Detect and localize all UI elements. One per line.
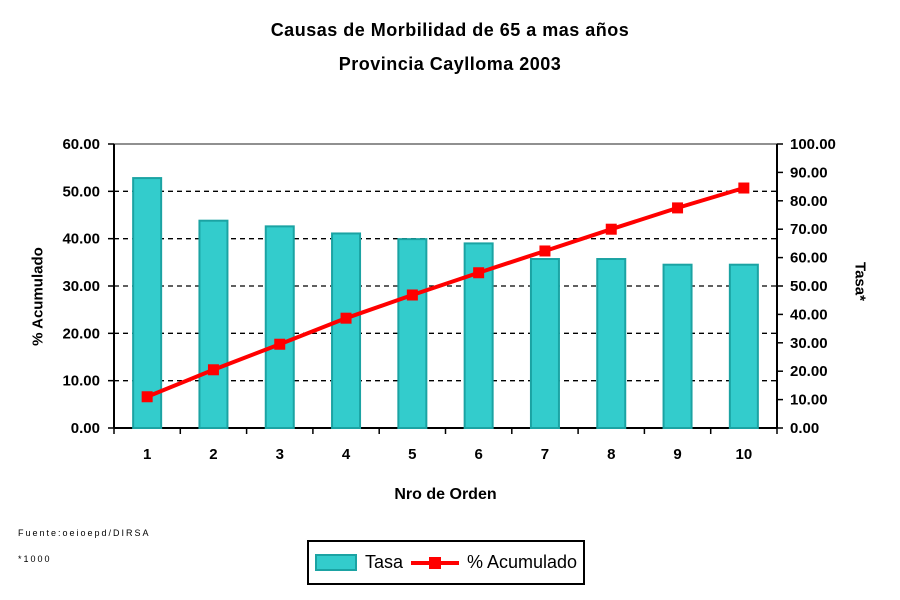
- x-category-label: 3: [276, 446, 284, 463]
- acumulado-square-marker: [539, 245, 551, 257]
- acumulado-square-marker: [141, 391, 153, 403]
- rate-footnote: *1000: [18, 554, 52, 564]
- acumulado-square-marker: [274, 338, 286, 350]
- right-axis-tick-label: 90.00: [790, 164, 828, 181]
- x-category-label: 6: [474, 446, 482, 463]
- left-axis-tick-label: 0.00: [71, 420, 100, 437]
- right-axis-tick-label: 30.00: [790, 335, 828, 352]
- x-category-label: 4: [342, 446, 351, 463]
- x-category-label: 8: [607, 446, 615, 463]
- left-axis-tick-label: 60.00: [62, 136, 100, 153]
- right-axis-tick-label: 60.00: [790, 250, 828, 267]
- right-axis-tick-label: 0.00: [790, 420, 819, 437]
- right-axis-tick-label: 80.00: [790, 193, 828, 210]
- legend-tasa-swatch: [314, 554, 357, 571]
- tasa-bar: [529, 258, 560, 429]
- x-category-label: 2: [209, 446, 217, 463]
- right-axis-tick-label: 50.00: [790, 278, 828, 295]
- legend-square-marker-icon: [428, 557, 441, 569]
- chart-title-line2: Provincia Caylloma 2003: [338, 54, 562, 74]
- tasa-bar: [728, 263, 759, 430]
- right-axis-tick-label: 20.00: [790, 363, 828, 380]
- acumulado-square-marker: [473, 267, 485, 279]
- tasa-bar: [331, 232, 362, 429]
- right-axis-tick-label: 100.00: [790, 136, 836, 153]
- left-axis-tick-label: 40.00: [62, 231, 100, 248]
- left-axis-tick-label: 10.00: [62, 373, 100, 390]
- x-category-label: 1: [143, 446, 151, 463]
- tasa-bar: [596, 258, 627, 429]
- acumulado-square-marker: [340, 312, 352, 324]
- left-axis-tick-label: 20.00: [62, 325, 100, 342]
- acumulado-square-marker: [738, 182, 750, 194]
- x-category-label: 7: [541, 446, 549, 463]
- acumulado-square-marker: [672, 202, 684, 214]
- x-axis-title: Nro de Orden: [394, 486, 497, 503]
- tasa-bar: [662, 263, 693, 430]
- legend-acumulado-label: % Acumulado: [466, 552, 578, 572]
- right-axis-tick-label: 40.00: [790, 306, 828, 323]
- left-axis-tick-label: 30.00: [62, 278, 100, 295]
- legend-acumulado-line-icon: [410, 556, 459, 569]
- tasa-bar: [264, 225, 295, 429]
- tasa-bar: [397, 238, 428, 429]
- legend: Tasa % Acumulado: [307, 540, 585, 585]
- acumulado-square-marker: [605, 223, 617, 235]
- chart-title-line1: Causas de Morbilidad de 65 a mas años: [270, 20, 630, 40]
- tasa-bar: [198, 219, 229, 429]
- acumulado-square-marker: [207, 364, 219, 376]
- source-note: Fuente:oeioepd/DIRSA: [18, 528, 151, 538]
- left-axis-tick-label: 50.00: [62, 183, 100, 200]
- right-axis-tick-label: 70.00: [790, 221, 828, 238]
- legend-tasa-label: Tasa: [364, 552, 403, 572]
- left-axis-title: % Acumulado: [29, 247, 47, 346]
- acumulado-square-marker: [406, 289, 418, 301]
- acumulado-line: [146, 186, 745, 399]
- right-axis-tick-label: 10.00: [790, 392, 828, 409]
- x-category-label: 9: [673, 446, 681, 463]
- right-axis-title: Tasa*: [851, 262, 869, 301]
- x-category-label: 5: [408, 446, 416, 463]
- tasa-bar: [132, 177, 163, 429]
- x-category-label: 10: [736, 446, 753, 463]
